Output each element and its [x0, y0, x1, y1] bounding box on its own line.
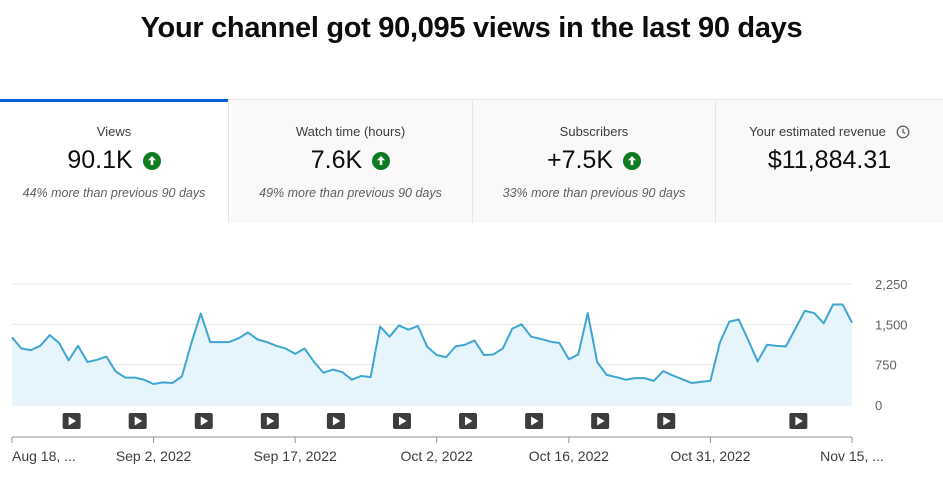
- arrow-up-icon: [623, 151, 642, 170]
- tab-views-value-row: 90.1K: [0, 146, 228, 175]
- video-marker-play-icon[interactable]: [392, 413, 411, 429]
- tab-watch-time[interactable]: Watch time (hours) 7.6K 49% more than pr…: [229, 100, 473, 223]
- tab-revenue-title: Your estimated revenue: [749, 124, 886, 139]
- x-axis: Aug 18, ... Sep 2, 2022 Sep 17, 2022 Oct 2,…: [11, 436, 884, 464]
- views-chart: 2,250 1,500 750 0 Aug 18, ... Sep 2, 2022 Sep…: [11, 277, 908, 464]
- x-tick-label: Oct 31, 2022: [670, 448, 750, 464]
- x-tick-label: Oct 2, 2022: [401, 448, 474, 464]
- views-series-line: [11, 303, 853, 386]
- tab-subscribers-value: +7.5K: [546, 146, 614, 174]
- arrow-up-icon: [372, 151, 391, 170]
- tab-revenue-value-row: $11,884.31: [716, 146, 943, 175]
- tab-views-value: 90.1K: [67, 146, 133, 174]
- video-marker-play-icon[interactable]: [525, 413, 544, 429]
- tab-watch-time-comparison: 49% more than previous 90 days: [259, 186, 442, 200]
- video-marker-play-icon[interactable]: [194, 413, 213, 429]
- y-tick-label: 0: [875, 398, 882, 413]
- x-tick-label: Sep 2, 2022: [116, 448, 192, 464]
- metric-tabs: Views 90.1K 44% more than previous 90 da…: [0, 99, 943, 223]
- tab-subscribers-comparison: 33% more than previous 90 days: [502, 186, 686, 200]
- video-markers: [62, 413, 808, 429]
- tab-revenue-title-row: Your estimated revenue: [716, 124, 943, 139]
- tab-views[interactable]: Views 90.1K 44% more than previous 90 da…: [0, 99, 229, 223]
- tab-subscribers-value-row: +7.5K: [473, 146, 715, 175]
- tab-subscribers[interactable]: Subscribers +7.5K 33% more than previous…: [473, 100, 716, 223]
- video-marker-play-icon[interactable]: [128, 413, 147, 429]
- video-marker-play-icon[interactable]: [789, 413, 808, 429]
- tab-revenue-value: $11,884.31: [767, 146, 892, 174]
- x-tick-label: Nov 15, ...: [820, 448, 884, 464]
- clock-icon: [896, 125, 910, 138]
- y-tick-label: 1,500: [875, 317, 908, 332]
- arrow-up-icon: [142, 151, 161, 170]
- tab-views-comparison: 44% more than previous 90 days: [22, 186, 206, 200]
- video-marker-play-icon[interactable]: [62, 413, 81, 429]
- video-marker-play-icon[interactable]: [657, 413, 676, 429]
- views-area-fill: [12, 304, 852, 405]
- x-tick-label: Oct 16, 2022: [529, 448, 609, 464]
- tab-subscribers-title: Subscribers: [559, 124, 629, 139]
- tab-watch-time-title: Watch time (hours): [295, 124, 406, 139]
- y-tick-label: 750: [875, 358, 897, 373]
- tab-estimated-revenue[interactable]: Your estimated revenue $11,884.31: [716, 100, 943, 223]
- video-marker-play-icon[interactable]: [591, 413, 610, 429]
- x-tick-label: Aug 18, ...: [12, 448, 76, 464]
- page-title: Your channel got 90,095 views in the las…: [140, 12, 803, 44]
- video-marker-play-icon[interactable]: [459, 413, 478, 429]
- x-tick-label: Sep 17, 2022: [253, 448, 337, 464]
- video-marker-play-icon[interactable]: [326, 413, 345, 429]
- y-axis-labels: 2,250 1,500 750 0: [875, 277, 908, 413]
- tab-watch-time-value-row: 7.6K: [229, 146, 472, 175]
- video-marker-play-icon[interactable]: [260, 413, 279, 429]
- tab-watch-time-value: 7.6K: [310, 146, 363, 174]
- tab-views-title: Views: [96, 124, 132, 139]
- y-tick-label: 2,250: [875, 277, 908, 292]
